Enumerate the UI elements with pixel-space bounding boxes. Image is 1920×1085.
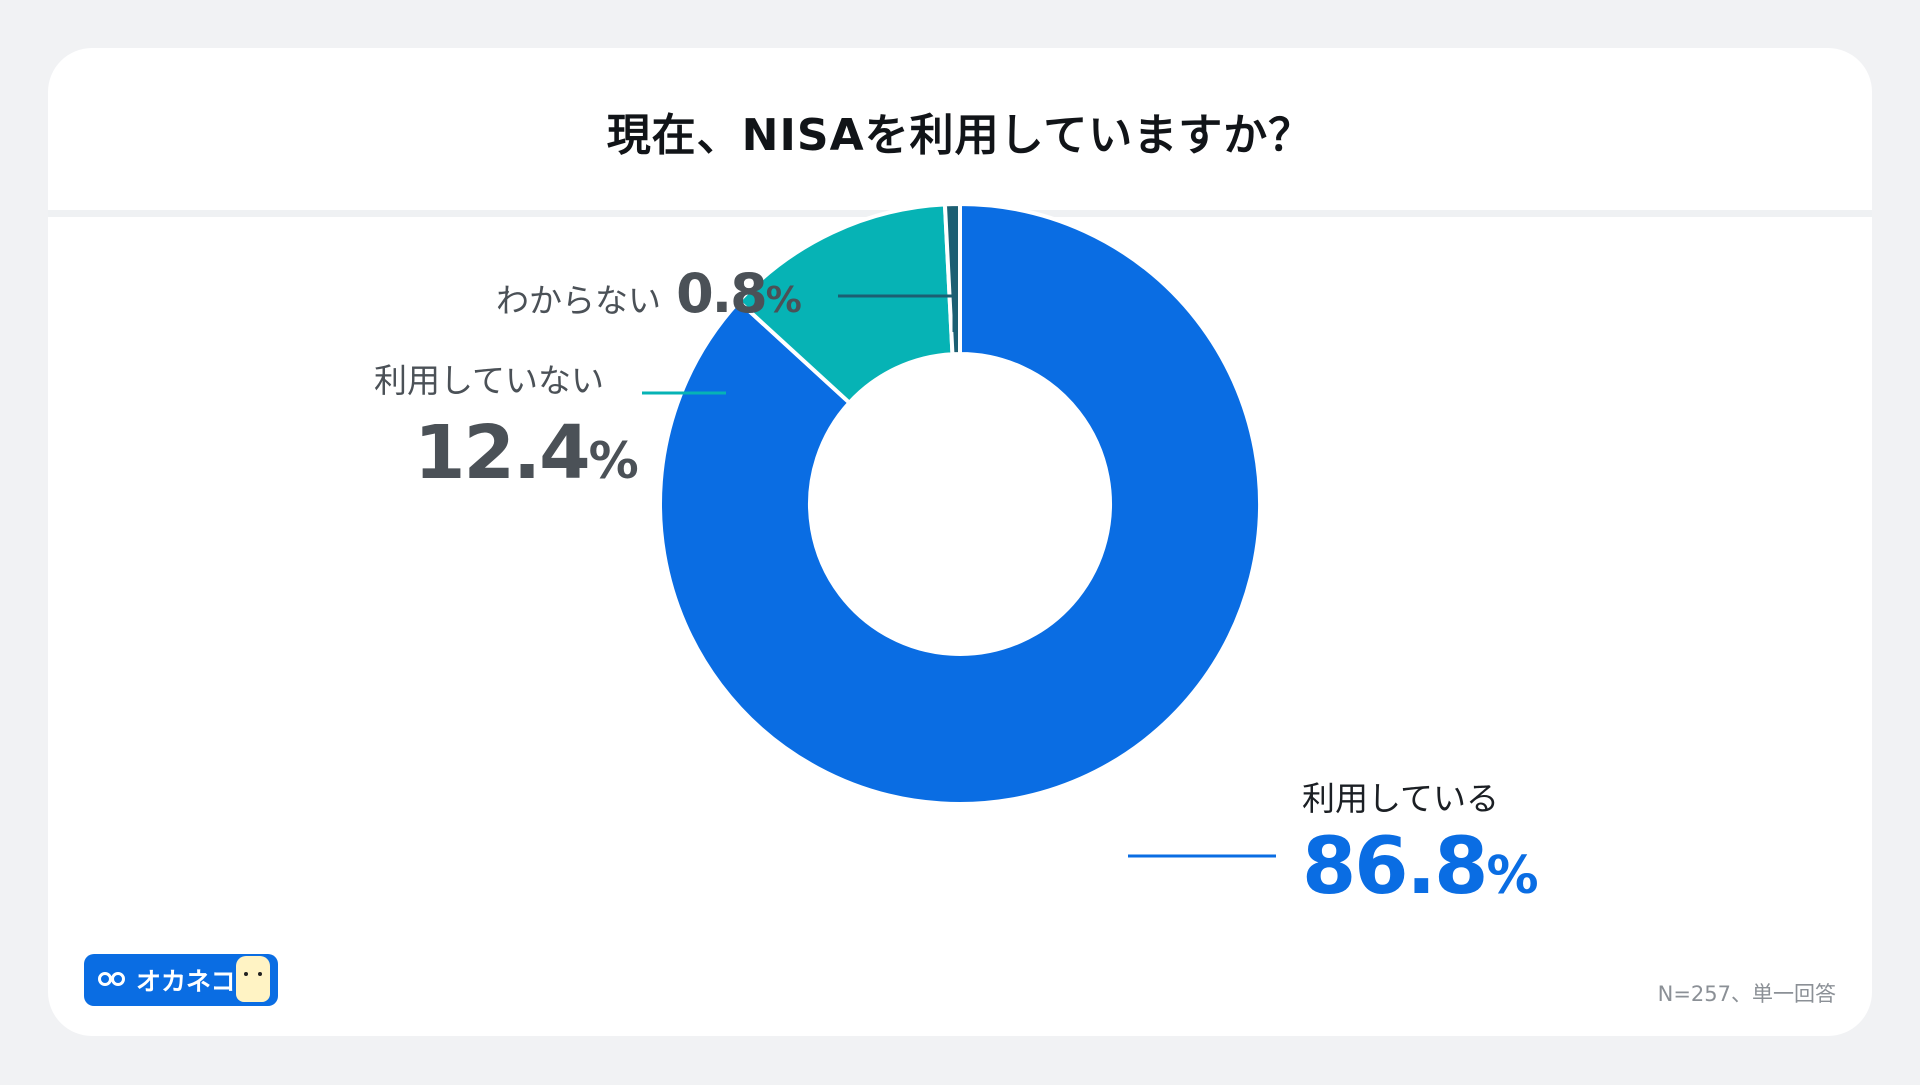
donut-chart (642, 201, 1276, 858)
slice-unknown (942, 201, 962, 357)
label-not-using-percent-wrap: 12.4% (414, 410, 639, 496)
label-using-category-wrap: 利用している (1302, 772, 1499, 820)
chart-title: 現在、NISAを利用していますか？ (606, 110, 1314, 161)
label-not-using-category-wrap: 利用していない (374, 354, 604, 402)
leader-line-unknown (838, 294, 956, 332)
logo-text: オカネコ (136, 967, 236, 996)
sample-note: N=257、単一回答 (1657, 982, 1836, 1006)
label-unknown-percent: 0.8% (676, 262, 802, 325)
label-not-using-category: 利用していない (374, 361, 605, 400)
logo-mark-icon (98, 972, 128, 988)
label-using-category: 利用している (1302, 779, 1500, 818)
cat-mascot-icon (236, 956, 270, 1002)
title-bar: 現在、NISAを利用していますか？ (48, 48, 1872, 210)
slice-using (658, 201, 1262, 806)
okaneko-logo: オカネコ (84, 954, 278, 1006)
label-using-percent: 86.8% (1302, 822, 1539, 912)
label-unknown: わからない 0.8% (496, 262, 802, 325)
label-unknown-category: わからない (496, 281, 661, 320)
label-using-percent-wrap: 86.8% (1302, 822, 1539, 912)
slice-not-using (735, 202, 955, 406)
label-not-using-percent: 12.4% (414, 410, 639, 496)
chart-card: 現在、NISAを利用していますか？ わからない 0.8% 利用していない 12.… (48, 48, 1872, 1036)
